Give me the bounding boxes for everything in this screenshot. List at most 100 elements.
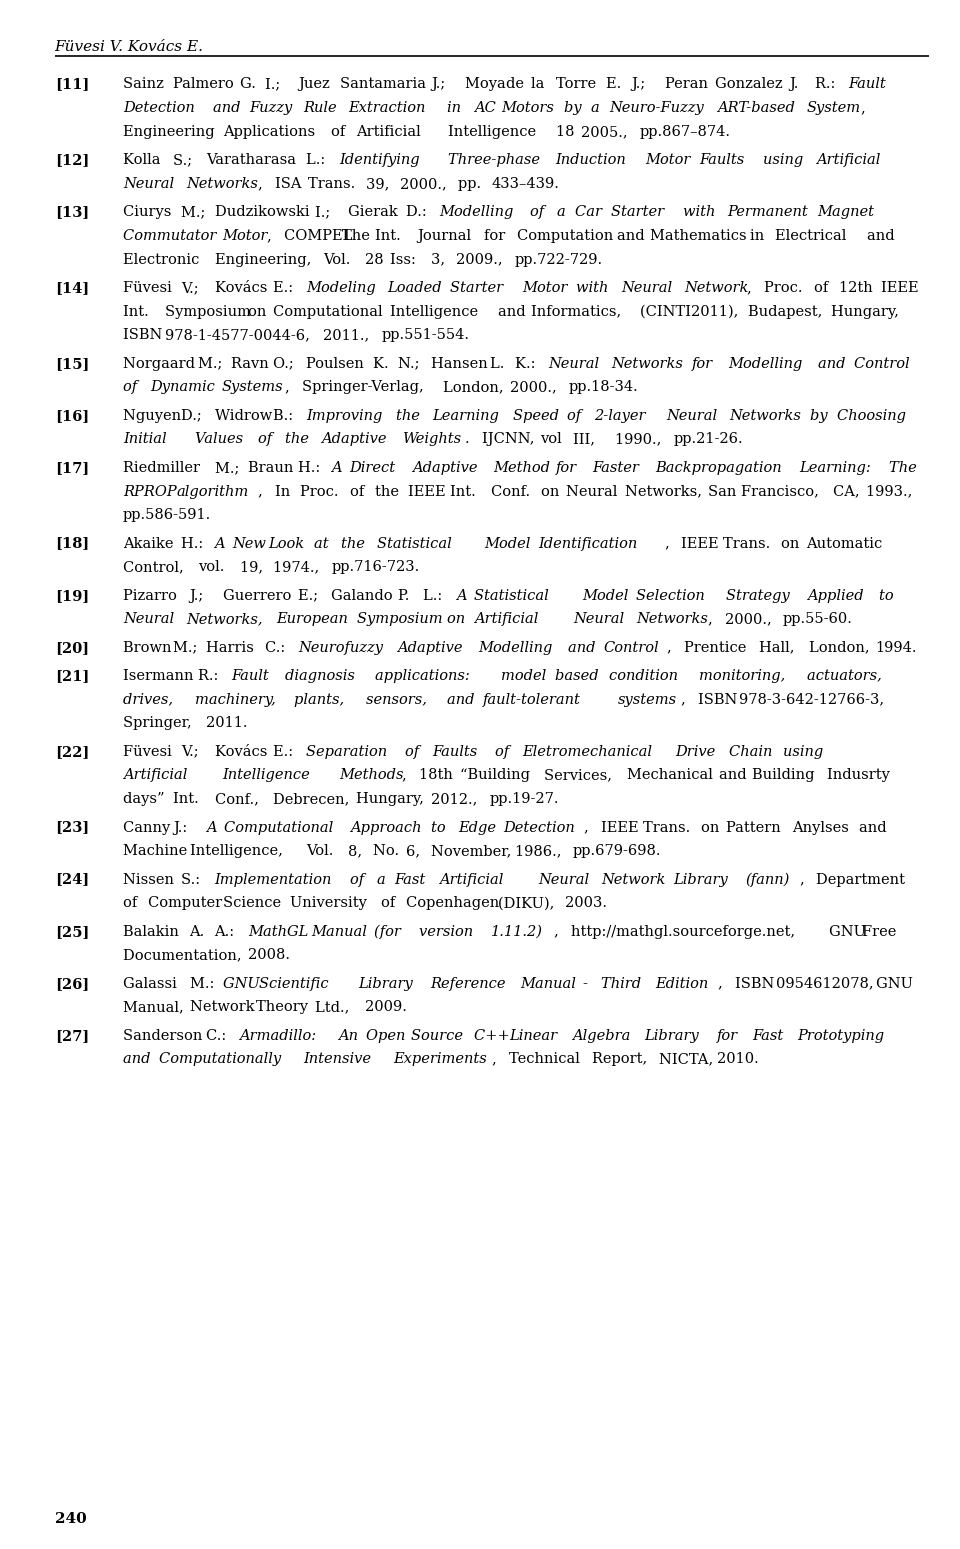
Text: Linear: Linear — [510, 1029, 563, 1042]
Text: pp.867–874.: pp.867–874. — [639, 125, 731, 139]
Text: (DIKU),: (DIKU), — [498, 897, 559, 911]
Text: 2011.,: 2011., — [323, 328, 373, 342]
Text: Modelling: Modelling — [728, 356, 806, 370]
Text: ,: , — [681, 692, 690, 706]
Text: Magnet: Magnet — [818, 204, 879, 220]
Text: Neurofuzzy: Neurofuzzy — [298, 641, 388, 655]
Text: Edition: Edition — [655, 976, 708, 991]
Text: Gonzalez: Gonzalez — [714, 77, 787, 91]
Text: of: of — [567, 409, 586, 423]
Text: Direct: Direct — [349, 460, 400, 476]
Text: Neural: Neural — [573, 612, 629, 626]
Text: 2-layer: 2-layer — [594, 409, 650, 423]
Text: on: on — [446, 612, 469, 626]
Text: the: the — [341, 536, 369, 550]
Text: Fault: Fault — [231, 669, 274, 683]
Text: K.:: K.: — [515, 356, 540, 370]
Text: pp.19-27.: pp.19-27. — [490, 792, 559, 805]
Text: Guerrero: Guerrero — [223, 589, 296, 603]
Text: Network: Network — [189, 1001, 259, 1015]
Text: Model: Model — [582, 589, 634, 603]
Text: 2011.: 2011. — [206, 716, 248, 731]
Text: machinery,: machinery, — [195, 692, 280, 706]
Text: diagnosis: diagnosis — [285, 669, 360, 683]
Text: the: the — [285, 432, 313, 446]
Text: 3,: 3, — [431, 252, 450, 266]
Text: No.: No. — [372, 844, 403, 858]
Text: Proc.: Proc. — [764, 280, 807, 294]
Text: ,: , — [585, 821, 593, 835]
Text: 19,: 19, — [240, 561, 267, 575]
Text: Edge: Edge — [458, 821, 501, 835]
Text: 2000.,: 2000., — [725, 612, 776, 626]
Text: Trans.: Trans. — [642, 821, 694, 835]
Text: pp.679-698.: pp.679-698. — [573, 844, 661, 858]
Text: Artificial: Artificial — [356, 125, 425, 139]
Text: C.:: C.: — [265, 641, 289, 655]
Text: RPROP: RPROP — [123, 485, 181, 499]
Text: Armadillo:: Armadillo: — [240, 1029, 322, 1042]
Text: The: The — [889, 460, 922, 476]
Text: Artificial: Artificial — [474, 612, 543, 626]
Text: D.;: D.; — [181, 409, 206, 423]
Text: Electronic: Electronic — [123, 252, 204, 266]
Text: M.;: M.; — [214, 460, 244, 476]
Text: (fann): (fann) — [746, 872, 790, 888]
Text: pp.21-26.: pp.21-26. — [673, 432, 743, 446]
Text: 2008.: 2008. — [248, 948, 290, 962]
Text: Isermann: Isermann — [123, 669, 198, 683]
Text: 0954612078,: 0954612078, — [777, 976, 878, 991]
Text: M.:: M.: — [189, 976, 219, 991]
Text: Engineering,: Engineering, — [214, 252, 316, 266]
Text: ,: , — [258, 485, 267, 499]
Text: la: la — [531, 77, 549, 91]
Text: Trans.: Trans. — [308, 177, 360, 191]
Text: London,: London, — [808, 641, 874, 655]
Text: ,: , — [267, 229, 276, 243]
Text: of: of — [349, 872, 369, 886]
Text: Starter: Starter — [611, 204, 668, 220]
Text: System: System — [807, 101, 861, 115]
Text: 2000.,: 2000., — [510, 381, 562, 395]
Text: 2009.,: 2009., — [456, 252, 508, 266]
Text: IEEE: IEEE — [408, 485, 450, 499]
Text: the: the — [396, 409, 424, 423]
Text: Detection: Detection — [123, 101, 200, 115]
Text: drives,: drives, — [123, 692, 178, 706]
Text: Car: Car — [574, 204, 606, 220]
Text: Artificial: Artificial — [817, 153, 885, 167]
Text: Iss:: Iss: — [390, 252, 420, 266]
Text: Vol.: Vol. — [323, 252, 355, 266]
Text: Vol.: Vol. — [306, 844, 338, 858]
Text: Manual: Manual — [520, 976, 581, 991]
Text: 18: 18 — [556, 125, 579, 139]
Text: Neural: Neural — [548, 356, 604, 370]
Text: Dynamic: Dynamic — [150, 381, 220, 395]
Text: Ltd.,: Ltd., — [315, 1001, 353, 1015]
Text: a: a — [557, 204, 570, 220]
Text: Manual,: Manual, — [123, 1001, 188, 1015]
Text: Networks,: Networks, — [625, 485, 707, 499]
Text: London,: London, — [444, 381, 509, 395]
Text: condition: condition — [610, 669, 683, 683]
Text: 433–439.: 433–439. — [492, 177, 559, 191]
Text: Library: Library — [358, 976, 418, 991]
Text: Int.: Int. — [375, 229, 405, 243]
Text: Springer,: Springer, — [123, 716, 196, 731]
Text: of: of — [405, 745, 424, 759]
Text: Neural: Neural — [666, 409, 722, 423]
Text: S.;: S.; — [173, 153, 197, 167]
Text: based: based — [555, 669, 604, 683]
Text: Hall,: Hall, — [758, 641, 799, 655]
Text: Method: Method — [493, 460, 555, 476]
Text: Speed: Speed — [514, 409, 564, 423]
Text: Copenhagen: Copenhagen — [406, 897, 504, 911]
Text: on: on — [701, 821, 724, 835]
Text: E.:: E.: — [273, 280, 298, 294]
Text: ISA: ISA — [275, 177, 305, 191]
Text: 6,: 6, — [406, 844, 425, 858]
Text: Networks: Networks — [636, 612, 708, 626]
Text: Automatic: Automatic — [806, 536, 887, 550]
Text: A.:: A.: — [214, 925, 239, 939]
Text: Applications: Applications — [223, 125, 320, 139]
